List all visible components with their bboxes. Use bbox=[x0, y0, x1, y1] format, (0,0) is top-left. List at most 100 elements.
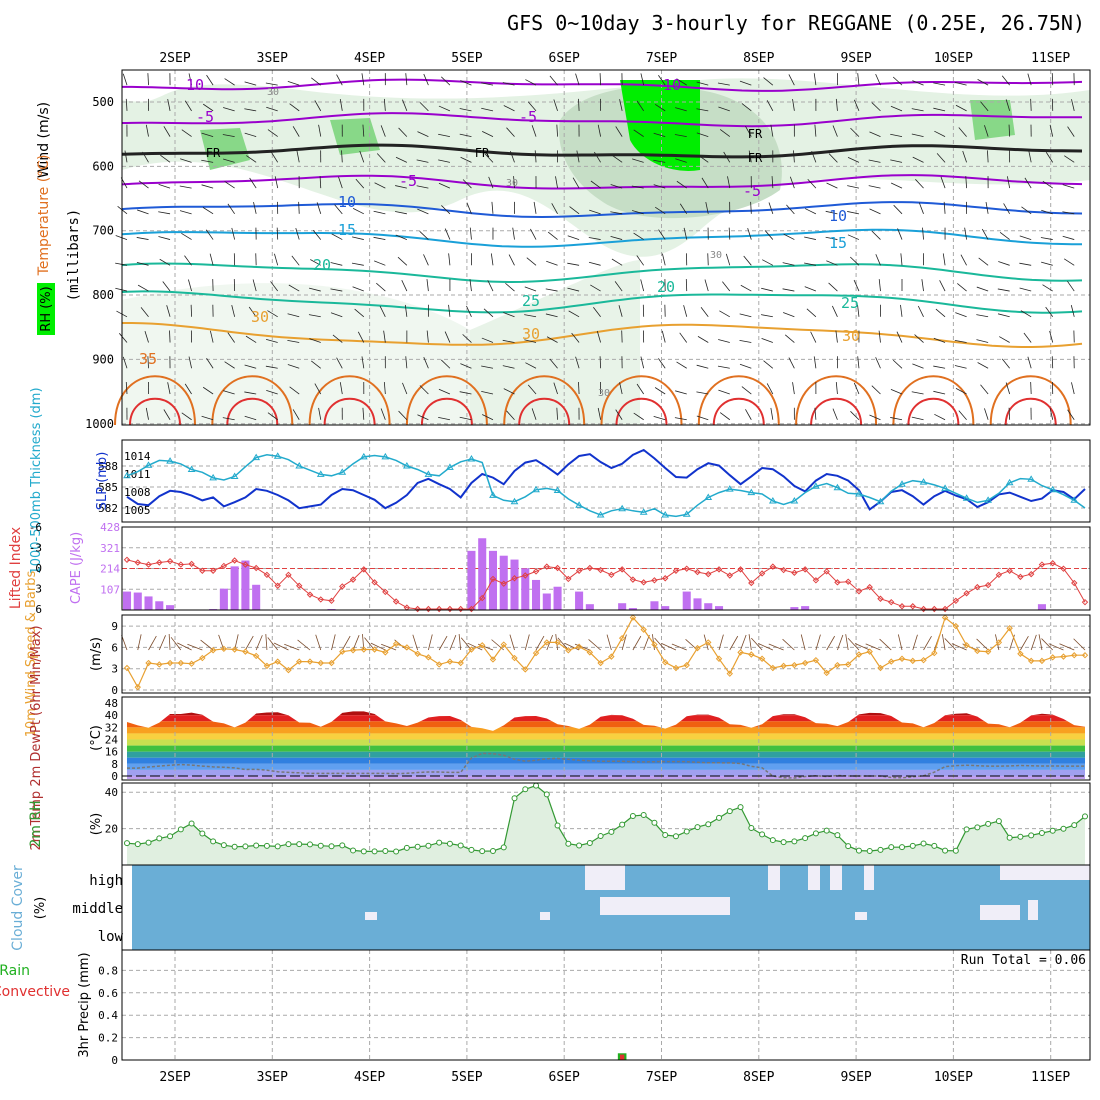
li-marker bbox=[834, 579, 841, 586]
date-label: 3SEP bbox=[257, 51, 288, 66]
rh-marker bbox=[1049, 827, 1056, 834]
wind-barb bbox=[361, 356, 365, 369]
rh-marker bbox=[705, 821, 712, 828]
thickness-marker bbox=[984, 496, 993, 503]
rh-marker bbox=[812, 830, 819, 837]
isotherm-loop bbox=[420, 397, 473, 426]
wind-barb bbox=[180, 158, 192, 163]
thickness-marker bbox=[510, 497, 519, 505]
wind-barb bbox=[383, 382, 386, 395]
wind-barb bbox=[727, 176, 731, 189]
li-marker bbox=[242, 561, 249, 568]
wind-barb bbox=[640, 279, 645, 292]
wind-barb bbox=[786, 204, 795, 215]
wind-marker bbox=[285, 666, 292, 674]
li-marker bbox=[866, 583, 873, 591]
wind-barb bbox=[614, 281, 623, 292]
wind-barb bbox=[653, 416, 666, 421]
wind-marker bbox=[1071, 652, 1078, 659]
isotherm-line bbox=[121, 201, 1083, 219]
li-marker bbox=[543, 563, 551, 570]
wind-barb bbox=[955, 388, 967, 395]
thickness-marker bbox=[252, 453, 261, 461]
thickness-marker bbox=[123, 471, 131, 479]
wind-barb bbox=[847, 185, 860, 189]
cape-bar bbox=[219, 588, 228, 610]
rh-marker bbox=[586, 839, 593, 846]
wind-barb bbox=[426, 330, 429, 343]
wind-barb bbox=[835, 330, 838, 343]
contour-label: 10 bbox=[186, 76, 204, 94]
wind-barb bbox=[857, 73, 860, 86]
wind-barb bbox=[633, 232, 644, 240]
wind-barb bbox=[954, 81, 967, 86]
wind-barb bbox=[751, 637, 763, 651]
wind-barb bbox=[654, 103, 666, 112]
temp-frame bbox=[121, 696, 1091, 781]
wind-barb bbox=[373, 236, 386, 240]
axis-label-temp2m: 2m Temp 2m DewPt (6hr Min/Max) bbox=[29, 625, 44, 850]
li-marker bbox=[1006, 567, 1013, 574]
rh-marker bbox=[1060, 825, 1067, 832]
wind-barb bbox=[768, 202, 774, 214]
thickness-marker bbox=[962, 494, 971, 501]
wind-barb bbox=[276, 227, 279, 240]
wind-barb bbox=[912, 363, 924, 369]
wind-barb bbox=[1067, 409, 1075, 420]
wind-barb bbox=[1042, 284, 1053, 292]
temp-band bbox=[127, 715, 1085, 722]
wind-barb bbox=[869, 414, 881, 421]
rh-marker bbox=[952, 847, 959, 854]
wind-marker bbox=[629, 614, 637, 621]
wind-barb bbox=[332, 334, 343, 343]
rh-marker bbox=[931, 842, 938, 849]
li-marker bbox=[522, 572, 529, 579]
li-marker bbox=[177, 561, 185, 568]
wind-barb bbox=[448, 253, 451, 266]
wind-barb bbox=[896, 331, 903, 343]
wind-marker bbox=[726, 670, 733, 677]
wind-barb bbox=[352, 207, 364, 215]
precip-tick-label: 0 bbox=[111, 1054, 118, 1067]
li-marker bbox=[618, 566, 626, 573]
li-tick-label: 0 bbox=[35, 562, 42, 575]
li-marker bbox=[554, 564, 561, 572]
temp-tick-label: 0 bbox=[111, 770, 118, 783]
rh-marker bbox=[500, 844, 507, 851]
li-marker bbox=[1017, 573, 1024, 581]
panel-wind10m: 9 6 3 0 10m Wind Speed & Barbs (m/s) bbox=[24, 571, 1091, 737]
li-marker bbox=[801, 566, 809, 573]
li-marker bbox=[306, 591, 314, 598]
wind-barb bbox=[564, 642, 580, 651]
wind-barb bbox=[985, 201, 989, 214]
li-marker bbox=[844, 578, 852, 585]
wind-barb bbox=[314, 383, 322, 395]
wind-barb bbox=[318, 124, 322, 137]
wind-barb bbox=[395, 211, 407, 215]
li-marker bbox=[220, 562, 228, 570]
wind-barb bbox=[788, 357, 795, 369]
wind-barb bbox=[417, 414, 429, 421]
wind-barb bbox=[469, 227, 472, 240]
wind-marker bbox=[306, 658, 314, 665]
wind-barb bbox=[166, 305, 171, 317]
wind-barb bbox=[740, 284, 752, 292]
wind-barb bbox=[814, 124, 817, 137]
slp-frame bbox=[121, 439, 1091, 523]
isotherm-loop bbox=[712, 397, 765, 426]
wind-barb bbox=[524, 339, 537, 343]
wind-barb bbox=[804, 262, 816, 266]
date-label: 7SEP bbox=[646, 1070, 677, 1085]
thickness-marker bbox=[553, 486, 562, 493]
wind-marker bbox=[414, 650, 421, 657]
li-marker bbox=[274, 582, 281, 589]
wind-barb bbox=[309, 287, 321, 292]
wind-barb bbox=[267, 637, 279, 651]
wind-barb bbox=[717, 365, 730, 369]
thickness-marker bbox=[295, 462, 304, 469]
slp-tick-label: 1008 bbox=[124, 486, 151, 499]
li-marker bbox=[199, 567, 206, 574]
contour-label: 30 bbox=[267, 87, 279, 98]
wind-barb bbox=[998, 261, 1010, 266]
wind-barb bbox=[1030, 382, 1032, 395]
